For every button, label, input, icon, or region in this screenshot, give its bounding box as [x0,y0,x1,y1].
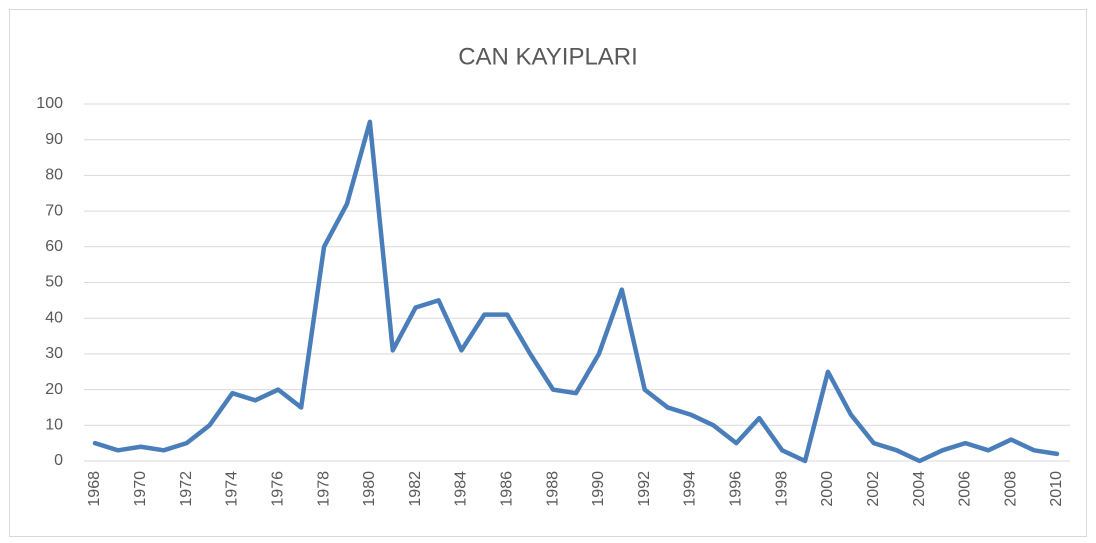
x-tick-label: 1982 [407,471,424,507]
x-tick-label: 1980 [361,471,378,507]
x-tick-label: 1970 [132,471,149,507]
x-tick-label: 2000 [819,471,836,507]
chart-frame [9,9,1087,537]
x-tick-label: 1988 [544,471,561,507]
x-tick-label: 1978 [315,471,332,507]
y-tick-label: 60 [45,238,63,255]
chart-title: CAN KAYIPLARI [458,43,638,70]
x-tick-label: 1986 [499,471,516,507]
x-tick-label: 1996 [728,471,745,507]
x-tick-label: 2010 [1048,471,1065,507]
y-tick-label: 100 [36,95,63,112]
x-tick-label: 1992 [636,471,653,507]
y-tick-label: 0 [54,452,63,469]
y-tick-label: 50 [45,274,63,291]
data-line [92,119,1060,464]
x-tick-label: 1998 [773,471,790,507]
y-tick-label: 70 [45,202,63,219]
x-tick-label: 2008 [1002,471,1019,507]
x-tick-label: 2006 [957,471,974,507]
y-tick-label: 80 [45,167,63,184]
x-tick-label: 1984 [453,471,470,507]
x-tick-label: 1994 [682,471,699,507]
y-tick-label: 10 [45,417,63,434]
x-tick-label: 2004 [911,471,928,507]
x-tick-label: 2002 [865,471,882,507]
y-tick-label: 90 [45,131,63,148]
x-tick-label: 1990 [590,471,607,507]
x-tick-label: 1972 [178,471,195,507]
x-tick-label: 1976 [269,471,286,507]
y-tick-label: 20 [45,381,63,398]
y-tick-label: 30 [45,345,63,362]
x-tick-label: 1968 [86,471,103,507]
x-tick-label: 1974 [224,471,241,507]
y-tick-label: 40 [45,309,63,326]
